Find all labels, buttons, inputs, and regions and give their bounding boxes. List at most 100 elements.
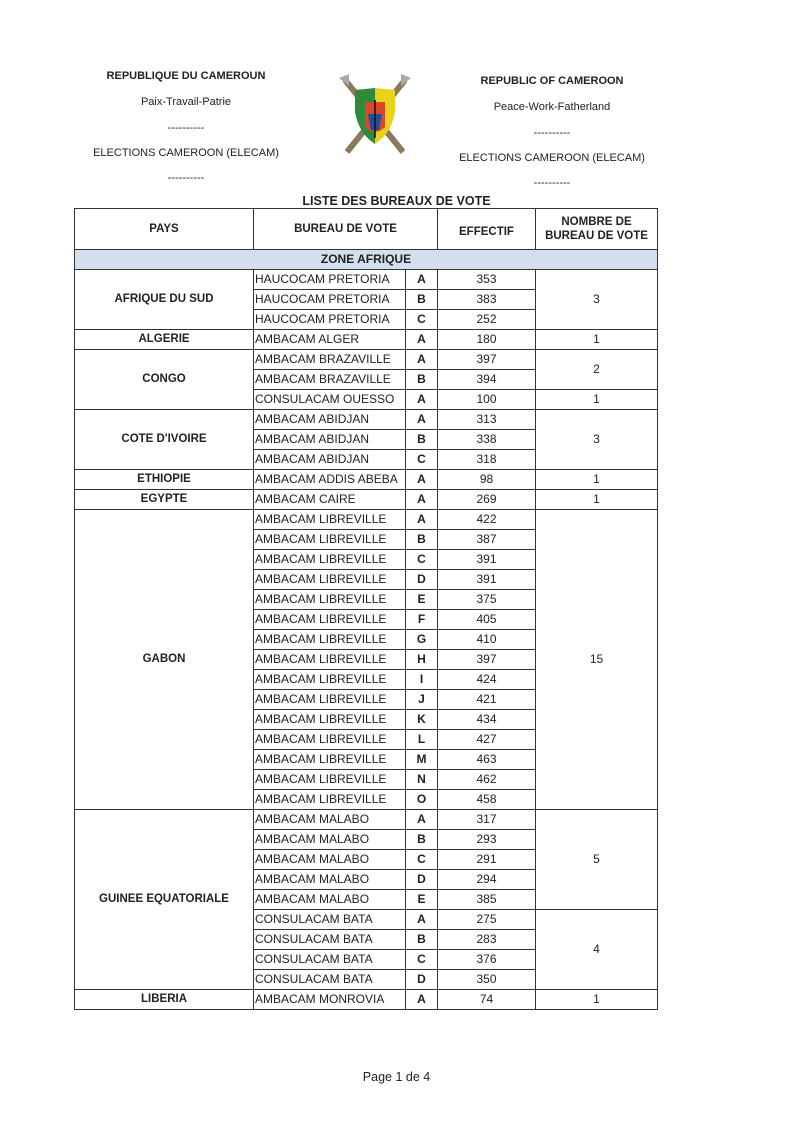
polling-station-name: HAUCOCAM PRETORIA <box>253 269 406 290</box>
coat-of-arms-icon <box>339 74 411 154</box>
table-row: GABON AMBACAM LIBREVILLE A 422 15 <box>74 509 658 810</box>
motto-en: Peace-Work-Fatherland <box>493 101 611 113</box>
polling-station-name: AMBACAM LIBREVILLE <box>253 749 406 770</box>
polling-stations-table: PAYS BUREAU DE VOTE EFFECTIF NOMBRE DE B… <box>74 208 658 1010</box>
polling-station-name: AMBACAM ABIDJAN <box>253 409 406 430</box>
zone-label: ZONE AFRIQUE <box>74 249 658 270</box>
effectif-value: 383 <box>437 289 536 310</box>
polling-station-letter: M <box>405 749 438 770</box>
polling-station-letter: I <box>405 669 438 690</box>
country-name: COTE D'IVOIRE <box>74 409 254 470</box>
table-row: HAUCOCAM PRETORIA B 383 <box>75 289 658 310</box>
polling-station-name: AMBACAM LIBREVILLE <box>253 689 406 710</box>
country-name: ETHIOPIE <box>74 469 254 490</box>
separator: ---------- <box>533 177 571 189</box>
polling-station-name: AMBACAM MONROVIA <box>253 989 406 1010</box>
polling-station-letter: A <box>405 269 438 290</box>
org-en: ELECTIONS CAMEROON (ELECAM) <box>459 152 645 164</box>
station-count: 3 <box>535 269 658 330</box>
org-fr: ELECTIONS CAMEROON (ELECAM) <box>93 147 279 159</box>
effectif-value: 376 <box>437 949 536 970</box>
table-row: CONSULACAM OUESSO A 100 1 <box>75 389 658 410</box>
polling-station-name: CONSULACAM BATA <box>253 929 406 950</box>
table-row: CONSULACAM BATA D 350 <box>75 969 658 990</box>
polling-station-letter: B <box>405 289 438 310</box>
table-row: AMBACAM LIBREVILLE L 427 <box>75 729 658 750</box>
polling-station-name: HAUCOCAM PRETORIA <box>253 289 406 310</box>
polling-station-letter: C <box>405 549 438 570</box>
effectif-value: 98 <box>437 469 536 490</box>
effectif-value: 385 <box>437 889 536 910</box>
effectif-value: 294 <box>437 869 536 890</box>
effectif-value: 458 <box>437 789 536 810</box>
table-row: AMBACAM ABIDJAN C 318 <box>75 449 658 470</box>
country-name: ALGERIE <box>74 329 254 350</box>
polling-station-letter: C <box>405 449 438 470</box>
table-row: AMBACAM MALABO B 293 <box>75 829 658 850</box>
polling-station-name: AMBACAM LIBREVILLE <box>253 649 406 670</box>
polling-station-letter: A <box>405 909 438 930</box>
column-header-bureau: BUREAU DE VOTE <box>253 208 438 250</box>
polling-station-name: AMBACAM LIBREVILLE <box>253 669 406 690</box>
country-en: REPUBLIC OF CAMEROON <box>480 75 624 87</box>
country-fr: REPUBLIQUE DU CAMEROUN <box>106 70 266 82</box>
effectif-value: 397 <box>437 649 536 670</box>
effectif-value: 463 <box>437 749 536 770</box>
column-header-effectif: EFFECTIF <box>437 208 536 250</box>
polling-station-name: AMBACAM BRAZAVILLE <box>253 369 406 390</box>
effectif-value: 434 <box>437 709 536 730</box>
polling-station-letter: B <box>405 529 438 550</box>
effectif-value: 405 <box>437 609 536 630</box>
polling-station-letter: B <box>405 369 438 390</box>
effectif-value: 397 <box>437 349 536 370</box>
polling-station-letter: A <box>405 349 438 370</box>
polling-station-name: AMBACAM ADDIS ABEBA <box>253 469 406 490</box>
table-row: AMBACAM LIBREVILLE O 458 <box>75 789 658 810</box>
effectif-value: 410 <box>437 629 536 650</box>
polling-station-letter: K <box>405 709 438 730</box>
country-name: LIBERIA <box>74 989 254 1010</box>
country-name: GABON <box>74 509 254 810</box>
polling-station-name: AMBACAM ABIDJAN <box>253 429 406 450</box>
polling-station-letter: B <box>405 829 438 850</box>
polling-station-name: HAUCOCAM PRETORIA <box>253 309 406 330</box>
polling-station-name: AMBACAM LIBREVILLE <box>253 629 406 650</box>
separator: ---------- <box>167 122 205 134</box>
polling-station-name: AMBACAM MALABO <box>253 869 406 890</box>
polling-station-name: AMBACAM MALABO <box>253 809 406 830</box>
polling-station-name: AMBACAM BRAZAVILLE <box>253 349 406 370</box>
table-row: AFRIQUE DU SUD HAUCOCAM PRETORIA A 353 3 <box>74 269 658 330</box>
effectif-value: 313 <box>437 409 536 430</box>
effectif-value: 252 <box>437 309 536 330</box>
table-row: AMBACAM LIBREVILLE D 391 <box>75 569 658 590</box>
polling-station-name: AMBACAM CAIRE <box>253 489 406 510</box>
effectif-value: 283 <box>437 929 536 950</box>
polling-station-name: AMBACAM ALGER <box>253 329 406 350</box>
table-row: LIBERIA AMBACAM MONROVIA A 74 1 <box>74 989 658 1010</box>
effectif-value: 375 <box>437 589 536 610</box>
effectif-value: 353 <box>437 269 536 290</box>
document-title: LISTE DES BUREAUX DE VOTE <box>302 194 491 208</box>
column-header-pays: PAYS <box>74 208 254 250</box>
effectif-value: 387 <box>437 529 536 550</box>
table-row: AMBACAM LIBREVILLE F 405 <box>75 609 658 630</box>
polling-station-letter: C <box>405 949 438 970</box>
table-row: AMBACAM LIBREVILLE J 421 <box>75 689 658 710</box>
polling-station-letter: A <box>405 989 438 1010</box>
station-count: 3 <box>535 409 658 470</box>
polling-station-name: AMBACAM MALABO <box>253 849 406 870</box>
polling-station-letter: N <box>405 769 438 790</box>
table-row: AMBACAM LIBREVILLE B 387 <box>75 529 658 550</box>
effectif-value: 391 <box>437 569 536 590</box>
polling-station-letter: G <box>405 629 438 650</box>
table-row: CONGO AMBACAM BRAZAVILLE A 397 2 <box>74 349 658 410</box>
polling-station-name: AMBACAM LIBREVILLE <box>253 729 406 750</box>
effectif-value: 317 <box>437 809 536 830</box>
table-header-row: PAYS BUREAU DE VOTE EFFECTIF NOMBRE DE B… <box>74 208 658 250</box>
effectif-value: 462 <box>437 769 536 790</box>
table-row: AMBACAM LIBREVILLE C 391 <box>75 549 658 570</box>
effectif-value: 350 <box>437 969 536 990</box>
station-count: 15 <box>535 509 658 810</box>
polling-station-name: CONSULACAM BATA <box>253 909 406 930</box>
table-row: AMBACAM LIBREVILLE I 424 <box>75 669 658 690</box>
